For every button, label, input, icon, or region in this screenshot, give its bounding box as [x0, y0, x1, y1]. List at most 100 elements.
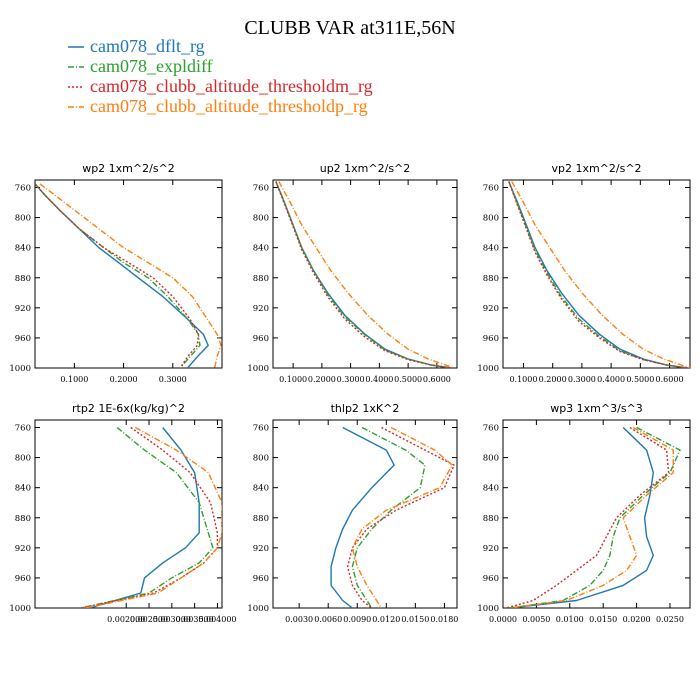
x-tick-label: 0.2000 — [110, 375, 138, 384]
x-tick-label: 0.0200 — [623, 615, 651, 624]
series-line — [509, 426, 654, 608]
panel-title: rtp2 1E-6x(kg/kg)^2 — [72, 402, 185, 415]
plot-frame — [34, 419, 223, 609]
panel-title: up2 1xm^2/s^2 — [320, 162, 411, 175]
y-tick-label: 760 — [253, 184, 269, 194]
y-tick-label: 840 — [483, 244, 499, 254]
y-tick-label: 880 — [483, 514, 499, 524]
panel-title: wp3 1xm^3/s^3 — [550, 402, 643, 415]
series-group — [508, 181, 690, 368]
series-line — [508, 181, 688, 368]
series-line — [509, 426, 674, 608]
x-tick-label: 0.0100 — [556, 615, 584, 624]
y-tick-label: 920 — [253, 304, 269, 314]
series-line — [275, 181, 452, 368]
x-tick-label: 0.002500 — [130, 615, 168, 624]
plot-frame — [272, 179, 458, 369]
legend-entry: cam078_clubb_altitude_thresholdm_rg — [68, 76, 373, 96]
x-tick-label: 0.6000 — [423, 375, 451, 384]
y-tick-label: 1000 — [247, 604, 269, 614]
series-group — [35, 183, 222, 368]
y-tick-label: 920 — [15, 544, 31, 554]
x-tick-label: 0.0180 — [430, 615, 458, 624]
y-tick-label: 880 — [15, 514, 31, 524]
panel-title: wp2 1xm^2/s^2 — [82, 162, 175, 175]
y-tick-label: 800 — [483, 214, 499, 224]
figure-title: CLUBB VAR at311E,56N — [244, 17, 455, 39]
panel-2: up2 1xm^2/s^2 760 800 840 880 920 960 1000 0.100… — [247, 162, 458, 384]
x-tick-label: 0.3000 — [337, 375, 365, 384]
x-tick-label: 0.003000 — [153, 615, 191, 624]
y-tick-label: 760 — [483, 184, 499, 194]
series-line — [35, 183, 200, 368]
series-line — [346, 426, 455, 608]
x-tick-label: 0.1000 — [279, 375, 307, 384]
y-tick-label: 960 — [483, 334, 499, 344]
legend: cam078_dflt_rgcam078_expldiffcam078_club… — [68, 36, 373, 116]
y-tick-label: 1000 — [9, 604, 31, 614]
series-line — [89, 427, 200, 608]
x-tick-label: 0.5000 — [626, 375, 654, 384]
series-line — [278, 181, 455, 368]
panel-6: wp3 1xm^3/s^3 760 800 840 880 920 960 10000.000… — [477, 402, 691, 624]
y-tick-label: 920 — [483, 304, 499, 314]
x-tick-label: 0.0090 — [343, 615, 371, 624]
y-tick-label: 840 — [483, 484, 499, 494]
series-line — [330, 426, 395, 608]
y-tick-label: 960 — [253, 574, 269, 584]
plot-frame — [502, 419, 691, 609]
legend-entry: cam078_dflt_rg — [68, 36, 205, 56]
y-tick-label: 840 — [15, 484, 31, 494]
y-tick-label: 960 — [253, 334, 269, 344]
x-tick-label: 0.2000 — [308, 375, 336, 384]
legend-label: cam078_expldiff — [90, 56, 213, 76]
series-group — [330, 426, 455, 608]
y-tick-label: 840 — [253, 244, 269, 254]
legend-label: cam078_clubb_altitude_thresholdm_rg — [90, 76, 373, 96]
series-line — [351, 426, 426, 608]
panels: wp2 1xm^2/s^2 760 800 840 880 920 960 1000 0.100… — [9, 162, 691, 624]
x-tick-label: 0.1000 — [509, 375, 537, 384]
series-line — [511, 181, 690, 368]
x-tick-label: 0.0000 — [489, 615, 517, 624]
panel-4: rtp2 1E-6x(kg/kg)^2 760 800 840 880 920 960 100… — [9, 402, 236, 624]
panel-1: wp2 1xm^2/s^2 760 800 840 880 920 960 1000 0.100… — [9, 162, 223, 384]
y-tick-label: 800 — [483, 454, 499, 464]
x-tick-label: 0.5000 — [394, 375, 422, 384]
plot-frame — [272, 419, 458, 609]
series-line — [508, 181, 688, 368]
plot-frame — [502, 179, 691, 369]
x-tick-label: 0.6000 — [656, 375, 684, 384]
x-tick-label: 0.0120 — [372, 615, 400, 624]
legend-label: cam078_dflt_rg — [90, 36, 205, 56]
y-tick-label: 760 — [15, 184, 31, 194]
series-line — [509, 426, 681, 608]
series-line — [35, 183, 201, 368]
y-tick-label: 880 — [483, 274, 499, 284]
x-tick-label: 0.004000 — [198, 615, 236, 624]
y-tick-label: 800 — [253, 214, 269, 224]
y-tick-label: 760 — [483, 424, 499, 434]
x-tick-label: 0.0250 — [656, 615, 684, 624]
plot-frame — [34, 179, 223, 369]
y-tick-label: 960 — [15, 574, 31, 584]
y-tick-label: 960 — [15, 334, 31, 344]
x-tick-label: 0.4000 — [597, 375, 625, 384]
y-tick-label: 1000 — [477, 604, 499, 614]
panel-title: vp2 1xm^2/s^2 — [551, 162, 641, 175]
series-line — [508, 181, 688, 368]
series-line — [85, 426, 222, 608]
y-tick-label: 880 — [253, 514, 269, 524]
series-group — [275, 181, 455, 368]
panel-title: thlp2 1xK^2 — [331, 402, 400, 415]
y-tick-label: 920 — [253, 544, 269, 554]
y-tick-label: 920 — [15, 304, 31, 314]
legend-entry: cam078_clubb_altitude_thresholdp_rg — [68, 96, 368, 116]
x-tick-label: 0.4000 — [365, 375, 393, 384]
y-tick-label: 800 — [15, 214, 31, 224]
y-tick-label: 1000 — [477, 364, 499, 374]
x-tick-label: 0.0150 — [401, 615, 429, 624]
series-group — [506, 426, 681, 608]
